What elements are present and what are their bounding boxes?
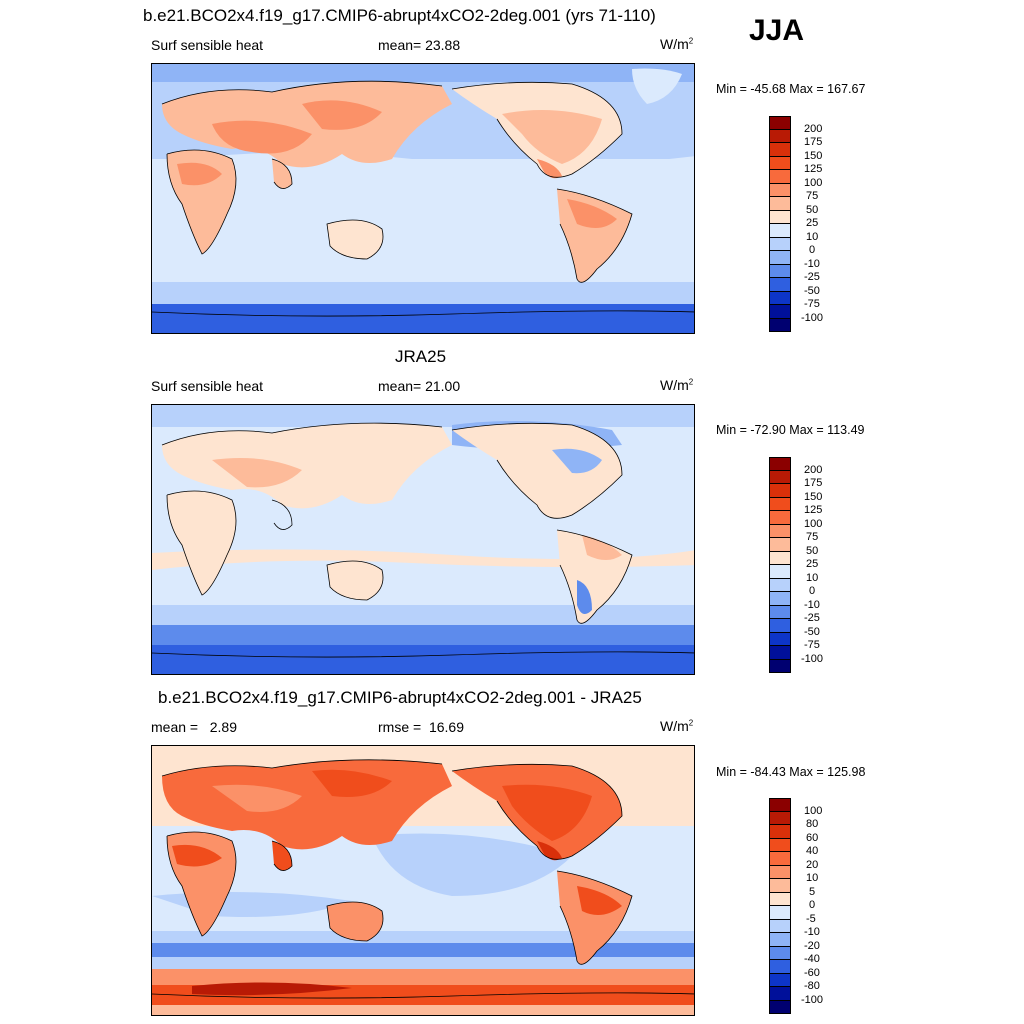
cbar-label: 200 bbox=[804, 124, 822, 135]
panel-3-minmax: Min = -84.43 Max = 125.98 bbox=[716, 765, 865, 779]
cbar-label: -5 bbox=[806, 914, 816, 925]
cbar-label: 100 bbox=[804, 806, 822, 817]
panel-2-map bbox=[151, 404, 695, 675]
cbar-label: 175 bbox=[804, 478, 822, 489]
cbar-label: 100 bbox=[804, 519, 822, 530]
cbar-label: 200 bbox=[804, 465, 822, 476]
panel-3-rmse-label: rmse = 16.69 bbox=[378, 719, 464, 735]
cbar-label: 0 bbox=[809, 900, 815, 911]
panel-3-units: W/m2 bbox=[660, 718, 693, 734]
cbar-label: -25 bbox=[804, 613, 820, 624]
cbar-label: 75 bbox=[806, 532, 818, 543]
cbar-label: 10 bbox=[806, 873, 818, 884]
cbar-label: -20 bbox=[804, 941, 820, 952]
cbar-label: 50 bbox=[806, 205, 818, 216]
panel-3-mean-label: mean = 2.89 bbox=[151, 719, 237, 735]
cbar-label: 150 bbox=[804, 151, 822, 162]
season-label: JJA bbox=[749, 14, 804, 48]
cbar-label: 20 bbox=[806, 860, 818, 871]
panel-1-mean-label: mean= 23.88 bbox=[378, 37, 460, 53]
panel-1-minmax: Min = -45.68 Max = 167.67 bbox=[716, 82, 865, 96]
cbar-label: 10 bbox=[806, 573, 818, 584]
cbar-label: 60 bbox=[806, 833, 818, 844]
cbar-label: -25 bbox=[804, 272, 820, 283]
cbar-label: -10 bbox=[804, 600, 820, 611]
panel-2-minmax: Min = -72.90 Max = 113.49 bbox=[716, 423, 864, 437]
cbar-label: 175 bbox=[804, 137, 822, 148]
cbar-label: 80 bbox=[806, 819, 818, 830]
panel-1-colorbar bbox=[769, 116, 791, 332]
panel-1-units: W/m2 bbox=[660, 36, 693, 52]
cbar-label: 25 bbox=[806, 559, 818, 570]
cbar-label: 40 bbox=[806, 846, 818, 857]
cbar-label: -40 bbox=[804, 954, 820, 965]
cbar-label: 25 bbox=[806, 218, 818, 229]
panel-3-map bbox=[151, 745, 695, 1016]
cbar-label: 0 bbox=[809, 586, 815, 597]
panel-2-variable-label: Surf sensible heat bbox=[151, 378, 263, 394]
cbar-label: 150 bbox=[804, 492, 822, 503]
cbar-label: -75 bbox=[804, 299, 820, 310]
cbar-label: 50 bbox=[806, 546, 818, 557]
cbar-label: -50 bbox=[804, 286, 820, 297]
panel-2-title: JRA25 bbox=[395, 347, 446, 367]
panel-3-colorbar bbox=[769, 798, 791, 1014]
cbar-label: -100 bbox=[801, 995, 823, 1006]
cbar-label: 10 bbox=[806, 232, 818, 243]
panel-2-colorbar bbox=[769, 457, 791, 673]
cbar-label: -80 bbox=[804, 981, 820, 992]
cbar-label: -60 bbox=[804, 968, 820, 979]
cbar-label: -10 bbox=[804, 927, 820, 938]
cbar-label: 5 bbox=[809, 887, 815, 898]
cbar-label: -10 bbox=[804, 259, 820, 270]
panel-2-mean-label: mean= 21.00 bbox=[378, 378, 460, 394]
cbar-label: -50 bbox=[804, 627, 820, 638]
panel-1-title: b.e21.BCO2x4.f19_g17.CMIP6-abrupt4xCO2-2… bbox=[143, 6, 656, 26]
cbar-label: 75 bbox=[806, 191, 818, 202]
cbar-label: -100 bbox=[801, 313, 823, 324]
cbar-label: 0 bbox=[809, 245, 815, 256]
cbar-label: -75 bbox=[804, 640, 820, 651]
cbar-label: 100 bbox=[804, 178, 822, 189]
panel-2-units: W/m2 bbox=[660, 377, 693, 393]
panel-1-map bbox=[151, 63, 695, 334]
cbar-label: -100 bbox=[801, 654, 823, 665]
cbar-label: 125 bbox=[804, 505, 822, 516]
cbar-label: 125 bbox=[804, 164, 822, 175]
panel-3-title: b.e21.BCO2x4.f19_g17.CMIP6-abrupt4xCO2-2… bbox=[158, 688, 642, 708]
panel-1-variable-label: Surf sensible heat bbox=[151, 37, 263, 53]
